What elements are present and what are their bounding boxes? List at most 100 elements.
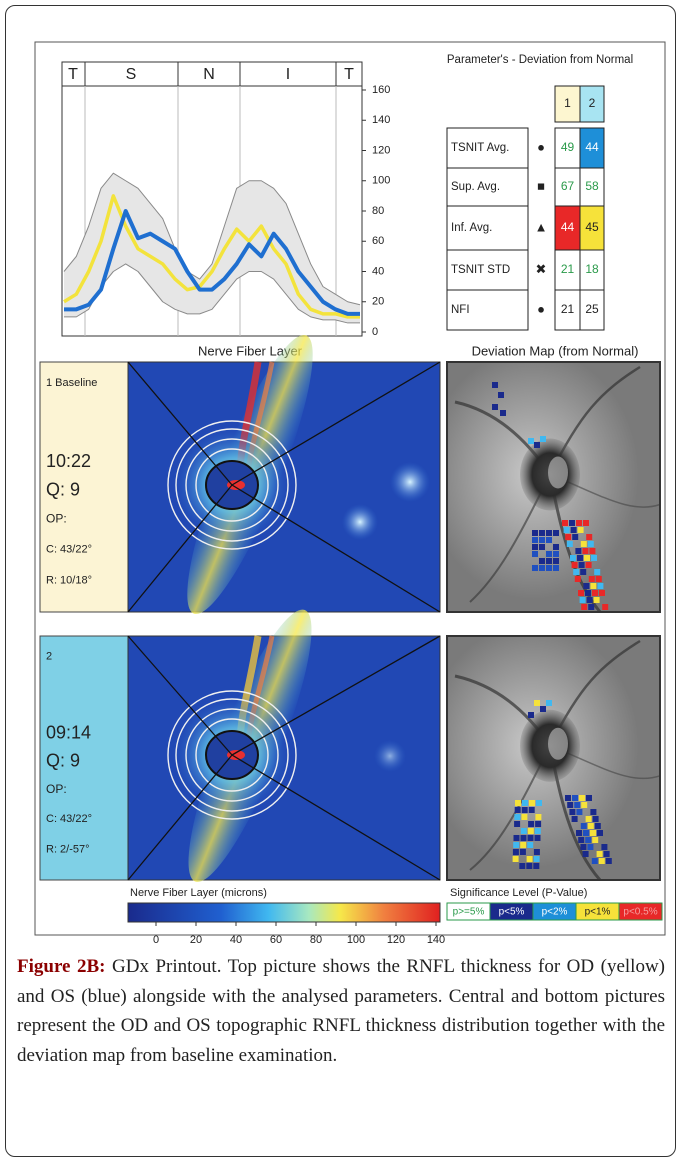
value: 21 [561,302,575,316]
deviation-pixel [571,527,577,533]
deviation-pixel [577,555,583,561]
deviation-map [447,362,660,612]
row-label: Sup. Avg. [451,181,500,193]
deviation-pixel [585,590,591,596]
sector-label: I [286,66,290,83]
deviation-pixel [586,534,592,540]
deviation-pixel [589,548,595,554]
deviation-pixel [597,830,603,836]
significance-level: p<1% [585,907,611,918]
deviation-pixel [546,537,552,543]
deviation-pixel [527,842,533,848]
y-tick-label: 20 [372,296,384,308]
scan-info: 09:14 [46,722,91,742]
deviation-pixel [586,562,592,568]
colorbar-tick-label: 60 [270,934,282,946]
deviation-pixel [532,530,538,536]
deviation-pixel [528,438,534,444]
row-label: Inf. Avg. [451,222,492,234]
deviation-pixel [540,706,546,712]
row-label: NFI [451,304,470,316]
deviation-pixel [527,856,533,862]
colorbar-tick-label: 100 [347,934,365,946]
deviation-pixel [521,835,527,841]
deviation-pixel [539,558,545,564]
deviation-pixel [580,597,586,603]
sector-label: T [344,66,354,83]
deviation-pixel [528,821,534,827]
significance-level: p<0.5% [623,907,657,918]
deviation-pixel [583,830,589,836]
deviation-pixel [597,851,603,857]
deviation-pixel [567,541,573,547]
deviation-pixel [565,795,571,801]
deviation-pixel [582,548,588,554]
scan-info: Q: 9 [46,480,80,500]
colorbar-tick-label: 20 [190,934,202,946]
colorbar-tick-label: 0 [153,934,159,946]
deviation-pixel [581,802,587,808]
deviation-pixel [599,858,605,864]
deviation-pixel [535,814,541,820]
deviation-pixel [532,537,538,543]
deviation-pixel [528,835,534,841]
deviation-pixel [534,442,540,448]
scan-info: 10:22 [46,451,91,471]
deviation-pixel [578,527,584,533]
deviation-pixel [586,816,592,822]
deviation-pixel [602,604,608,610]
deviation-pixel [572,534,578,540]
deviation-pixel [572,562,578,568]
deviation-pixel [519,863,525,869]
colorbar [128,903,440,922]
significance-level: p<5% [499,907,525,918]
deviation-pixel [492,382,498,388]
deviation-pixel [498,392,504,398]
deviation-pixel [593,816,599,822]
deviation-pixel [546,700,552,706]
scan-info: C: 43/22° [46,813,92,825]
deviation-pixel [553,551,559,557]
deviation-pixel [589,576,595,582]
y-tick-label: 120 [372,144,390,156]
deviation-pixel [592,590,598,596]
deviation-pixel [526,863,532,869]
deviation-pixel [580,844,586,850]
row-symbol: ✖ [536,261,547,276]
deviation-pixel [533,863,539,869]
nfl-map [128,324,440,625]
colorbar-tick-label: 140 [427,934,445,946]
sector-label: T [68,66,78,83]
scan-info: R: 10/18° [46,575,92,587]
deviation-pixel [579,795,585,801]
column-header: 1 [564,96,571,110]
deviation-pixel [532,551,538,557]
optic-cup [548,728,568,760]
colorbar-label: Nerve Fiber Layer (microns) [130,887,267,899]
deviation-pixel [579,562,585,568]
significance-level: p>=5% [453,907,485,918]
deviation-pixel [595,823,601,829]
deviation-pixel [532,544,538,550]
deviation-pixel [590,583,596,589]
parameters-title: Parameter's - Deviation from Normal [447,54,633,66]
deviation-pixel [514,814,520,820]
deviation-pixel [580,569,586,575]
deviation-pixel [492,404,498,410]
row-label: TSNIT Avg. [451,142,509,154]
deviation-pixel [546,530,552,536]
y-tick-label: 0 [372,326,378,338]
deviation-pixel [553,530,559,536]
deviation-pixel [592,837,598,843]
deviation-pixel [576,809,582,815]
deviation-pixel [521,814,527,820]
deviation-pixel [535,821,541,827]
deviation-pixel [576,520,582,526]
value: 67 [561,179,575,193]
deviation-pixel [514,821,520,827]
significance-label: Significance Level (P-Value) [450,887,587,899]
deviation-pixel [575,576,581,582]
deviation-pixel [578,590,584,596]
deviation-pixel [572,795,578,801]
y-tick-label: 140 [372,114,390,126]
